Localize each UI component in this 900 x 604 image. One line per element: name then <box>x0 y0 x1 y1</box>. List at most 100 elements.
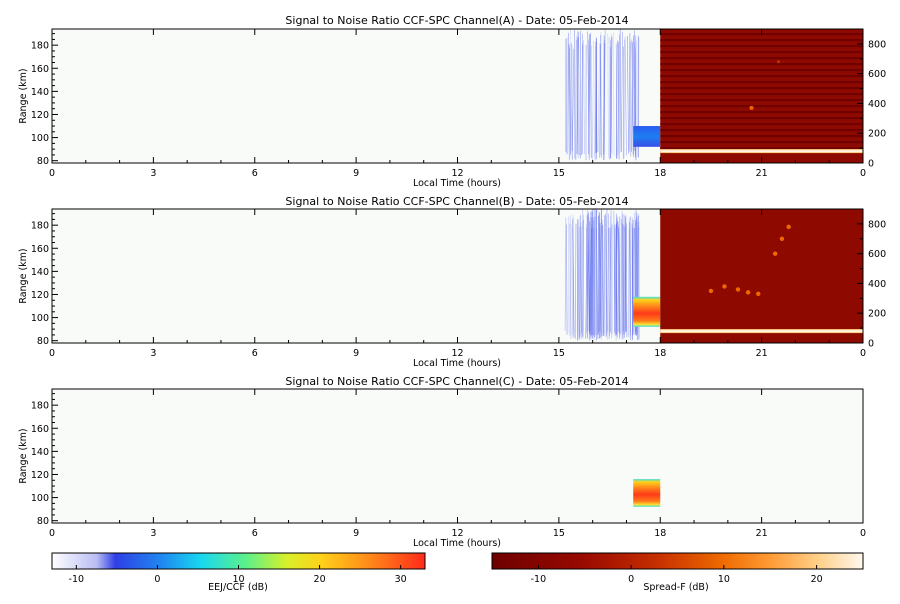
panel-b-ytick-label: 100 <box>31 313 49 324</box>
panel-channel-b: Signal to Noise Ratio CCF-SPC Channel(B)… <box>18 195 886 369</box>
panel-a-y2tick-label: 200 <box>868 129 886 140</box>
panel-c-ytick-label: 140 <box>31 447 49 458</box>
panel-c-ytick-label: 100 <box>31 493 49 504</box>
panel-b-spreadf-plume <box>722 284 726 288</box>
panel-c-ytick-label: 180 <box>31 401 49 412</box>
panel-b-y2tick-label: 800 <box>868 219 886 230</box>
colorbar-0-tick-label: -10 <box>69 574 85 585</box>
panel-b-eej-echo <box>633 297 660 327</box>
panel-a-y2tick-label: 0 <box>868 159 874 170</box>
panel-a-spreadf-plume <box>749 106 753 110</box>
panel-b-spreadf-region <box>660 209 863 343</box>
colorbar-eej-label: EEJ/CCF (dB) <box>208 582 268 593</box>
panel-b-spreadf-plume <box>709 289 713 293</box>
panel-a-spreadf-band <box>660 75 863 77</box>
panel-a-xtick-label: 0 <box>860 168 866 179</box>
panel-a-spreadf-band <box>660 69 863 71</box>
panel-a-spreadf-band <box>660 51 863 53</box>
panel-c-plot-area <box>52 389 863 523</box>
panel-a-xtick-label: 0 <box>49 168 55 179</box>
panel-b-y2tick-label: 0 <box>868 339 874 350</box>
panel-b-xtick-label: 9 <box>353 348 359 359</box>
panel-b-y2tick-label: 400 <box>868 279 886 290</box>
colorbar-spreadf-gradient <box>492 553 863 569</box>
panel-c-ytick-label: 120 <box>31 470 49 481</box>
panel-a-spreadf-band <box>660 39 863 41</box>
panel-c-xtick-label: 21 <box>756 528 768 539</box>
panel-c-ylabel: Range (km) <box>18 428 29 483</box>
panel-b-spreadf-plume <box>746 290 750 294</box>
panel-b-xtick-label: 18 <box>654 348 666 359</box>
panel-a-ytick-label: 160 <box>31 64 49 75</box>
panel-b-ytick-label: 160 <box>31 244 49 255</box>
colorbar-1-tick-label: 20 <box>811 574 823 585</box>
panel-b-xtick-label: 0 <box>49 348 55 359</box>
panel-c-eej-echo <box>633 479 660 507</box>
panel-a-spreadf-band <box>660 87 863 89</box>
panel-channel-c: Signal to Noise Ratio CCF-SPC Channel(C)… <box>18 375 866 549</box>
panel-a-spreadf-band <box>660 45 863 47</box>
panel-b-xtick-label: 21 <box>756 348 768 359</box>
panel-a-spreadf-band <box>660 81 863 83</box>
panel-a-spreadf-band <box>660 99 863 101</box>
panel-a-ytick-label: 100 <box>31 133 49 144</box>
colorbar-0-tick-label: 0 <box>154 574 160 585</box>
panel-a-spreadf-band <box>660 93 863 95</box>
panel-b-xtick-label: 15 <box>553 348 565 359</box>
colorbar-0-tick-label: 20 <box>314 574 326 585</box>
panel-a-spreadf-band <box>660 123 863 125</box>
panel-a-ytick-label: 80 <box>37 156 49 167</box>
panel-c-ytick-label: 80 <box>37 516 49 527</box>
panel-c-xtick-label: 18 <box>654 528 666 539</box>
panel-a-y2tick-label: 600 <box>868 69 886 80</box>
panel-b-ylabel: Range (km) <box>18 248 29 303</box>
panel-c-xtick-label: 0 <box>49 528 55 539</box>
panel-b-xlabel: Local Time (hours) <box>413 358 501 369</box>
panel-a-spreadf-band <box>660 57 863 59</box>
panel-b-ytick-label: 80 <box>37 336 49 347</box>
panel-b-spreadf-layer-core <box>660 330 863 332</box>
panel-b-ytick-label: 180 <box>31 221 49 232</box>
panel-b-xtick-label: 6 <box>252 348 258 359</box>
panel-c-title: Signal to Noise Ratio CCF-SPC Channel(C)… <box>285 375 628 388</box>
panel-b-xtick-label: 0 <box>860 348 866 359</box>
panel-b-ytick-label: 120 <box>31 290 49 301</box>
panel-b-y2tick-label: 200 <box>868 309 886 320</box>
panel-b-spreadf-plume <box>786 225 790 229</box>
panel-a-spreadf-band <box>660 63 863 65</box>
panel-b-spreadf-plume <box>756 292 760 296</box>
colorbar-1-tick-label: 10 <box>718 574 730 585</box>
panel-a-xtick-label: 3 <box>150 168 156 179</box>
panel-a-spreadf-band <box>660 105 863 107</box>
panel-c-ytick-label: 160 <box>31 424 49 435</box>
panel-b-xtick-label: 3 <box>150 348 156 359</box>
panel-channel-a: Signal to Noise Ratio CCF-SPC Channel(A)… <box>18 14 886 189</box>
colorbar-1-tick-label: 0 <box>628 574 634 585</box>
panel-a-spreadf-band <box>660 135 863 137</box>
panel-a-xtick-label: 18 <box>654 168 666 179</box>
panel-a-xtick-label: 6 <box>252 168 258 179</box>
panel-a-spreadf-band <box>660 147 863 149</box>
panel-b-title: Signal to Noise Ratio CCF-SPC Channel(B)… <box>285 195 628 208</box>
panel-a-ytick-label: 180 <box>31 41 49 52</box>
panel-b-spreadf-plume <box>773 251 777 255</box>
colorbar-1-tick-label: -10 <box>531 574 547 585</box>
panel-c-xtick-label: 0 <box>860 528 866 539</box>
panel-a-y2tick-label: 400 <box>868 99 886 110</box>
panel-a-eej-echo <box>633 126 660 147</box>
panel-a-spreadf-band <box>660 111 863 113</box>
panel-b-spreadf-plume <box>736 287 740 291</box>
panel-c-xtick-label: 9 <box>353 528 359 539</box>
panel-a-ytick-label: 120 <box>31 110 49 121</box>
colorbar-0-tick-label: 30 <box>395 574 407 585</box>
panel-b-y2tick-label: 600 <box>868 249 886 260</box>
panel-a-spreadf-band <box>660 141 863 143</box>
panel-a-y2tick-label: 800 <box>868 39 886 50</box>
panel-a-spreadf-layer-core <box>660 150 863 152</box>
panel-a-xtick-label: 15 <box>553 168 565 179</box>
panel-c-xtick-label: 15 <box>553 528 565 539</box>
panel-a-xtick-label: 9 <box>353 168 359 179</box>
